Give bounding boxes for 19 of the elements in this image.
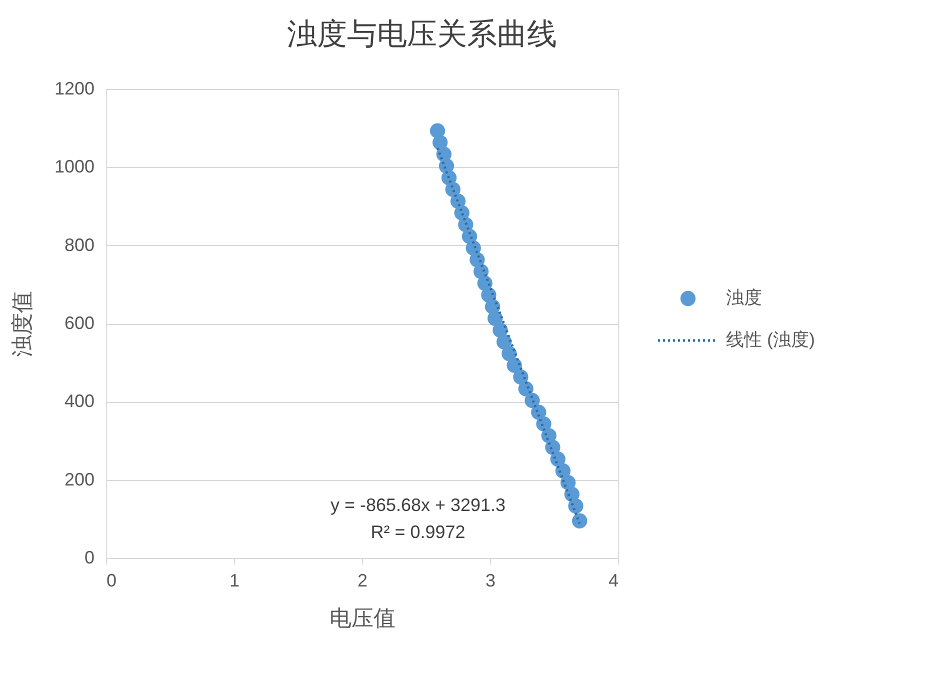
- y-tick-label: 1000: [54, 156, 94, 177]
- x-axis-title: 电压值: [330, 606, 396, 630]
- y-tick-label: 0: [84, 548, 94, 568]
- y-tick-label: 800: [64, 234, 94, 255]
- y-tick-label: 600: [64, 313, 94, 333]
- y-tick-label: 400: [64, 391, 94, 412]
- annotation: y = -865.68x + 3291.3: [330, 495, 506, 515]
- x-tick-label: 0: [106, 570, 117, 590]
- x-tick-label: 3: [485, 570, 496, 590]
- chart-title: 浊度与电压关系曲线: [287, 18, 557, 51]
- x-tick-label: 2: [357, 570, 368, 590]
- y-tick-label: 200: [64, 469, 94, 490]
- legend-label: 线性 (浊度): [726, 330, 815, 350]
- y-tick-label: 1200: [54, 78, 94, 98]
- annotation: R² = 0.9972: [370, 522, 466, 542]
- x-tick-label: 4: [608, 570, 618, 590]
- legend-label: 浊度: [726, 288, 762, 308]
- y-axis-title: 浊度值: [9, 291, 34, 357]
- x-tick-label: 1: [229, 570, 240, 590]
